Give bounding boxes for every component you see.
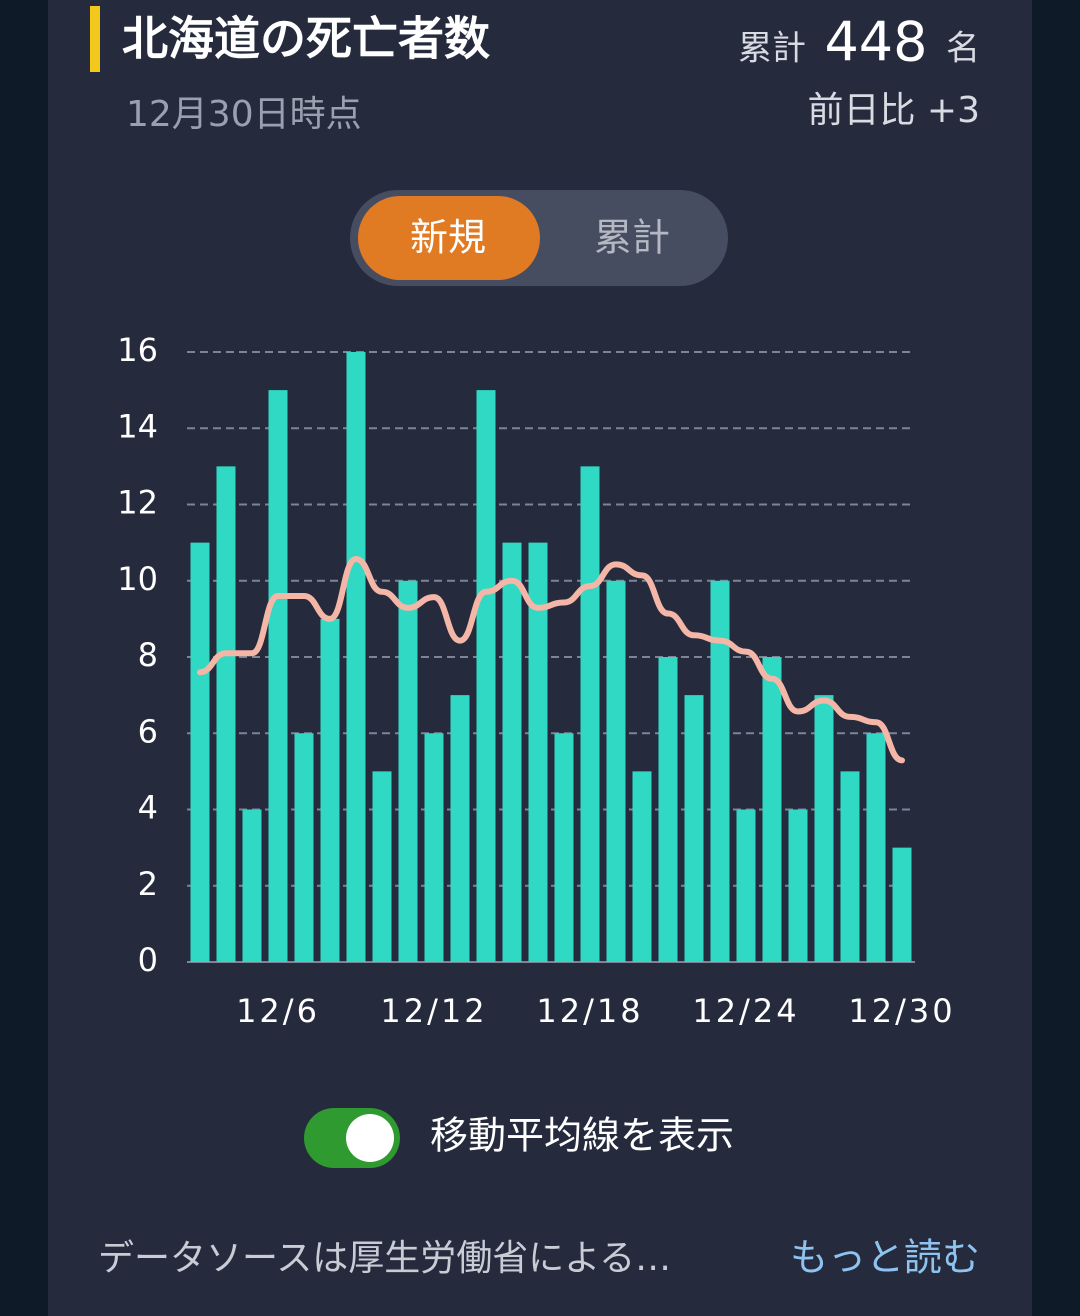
- bar: [580, 466, 600, 962]
- bar: [294, 733, 314, 962]
- y-tick-label: 6: [138, 712, 158, 750]
- bar: [762, 657, 782, 962]
- bar: [736, 809, 756, 962]
- bar: [398, 580, 418, 962]
- bar: [788, 809, 808, 962]
- bar: [242, 809, 262, 962]
- date: 12月30日時点: [126, 94, 362, 135]
- x-tick-label: 12/18: [536, 992, 643, 1030]
- more-link[interactable]: もっと読む: [790, 1236, 980, 1280]
- bar: [320, 618, 340, 962]
- y-tick-label: 4: [138, 789, 158, 827]
- bar: [476, 390, 496, 962]
- bar: [554, 733, 574, 962]
- bar: [814, 695, 834, 962]
- title-accent: [90, 6, 100, 72]
- tab-active[interactable]: [358, 196, 540, 280]
- x-tick-label: 12/6: [236, 992, 320, 1030]
- bar: [710, 580, 730, 962]
- tab-total[interactable]: 累計: [594, 216, 670, 260]
- y-tick-label: 12: [117, 484, 158, 522]
- bar: [892, 847, 912, 962]
- y-tick-label: 10: [117, 560, 158, 598]
- bar: [268, 390, 288, 962]
- bar: [346, 352, 366, 962]
- y-tick-label: 8: [138, 636, 158, 674]
- x-tick-label: 12/24: [692, 992, 799, 1030]
- toggle-knob[interactable]: [346, 1114, 394, 1162]
- total-label: 累計: [738, 29, 806, 69]
- bar: [216, 466, 236, 962]
- x-tick-label: 12/12: [380, 992, 487, 1030]
- y-tick-label: 14: [117, 407, 158, 445]
- chart: 0 2 4 6 8 10 12 14 16 12/6 12/12 12/18 12/24 12/30: [117, 331, 955, 1030]
- y-tick-label: 0: [138, 941, 158, 979]
- bar: [450, 695, 470, 962]
- total: 448: [824, 11, 927, 74]
- bar: [658, 657, 678, 962]
- bar: [840, 771, 860, 962]
- bar: [684, 695, 704, 962]
- total-unit: 名: [946, 29, 980, 69]
- bar: [502, 542, 522, 962]
- bar: [372, 771, 392, 962]
- source: データソースは厚生労働省による…: [98, 1238, 671, 1279]
- bar: [606, 580, 626, 962]
- toggle-label: 移動平均線を表示: [430, 1114, 734, 1158]
- moving-average-line: [197, 556, 905, 764]
- x-tick-label: 12/30: [848, 992, 955, 1030]
- bar: [632, 771, 652, 962]
- tab-new[interactable]: 新規: [410, 216, 486, 260]
- title: 北海道の死亡者数: [122, 12, 490, 66]
- bar: [190, 542, 210, 962]
- y-tick-label: 16: [117, 331, 158, 369]
- bar: [528, 542, 548, 962]
- diff: 前日比 +3: [807, 90, 980, 131]
- bar: [866, 733, 886, 962]
- y-tick-label: 2: [138, 865, 158, 903]
- bar: [424, 733, 444, 962]
